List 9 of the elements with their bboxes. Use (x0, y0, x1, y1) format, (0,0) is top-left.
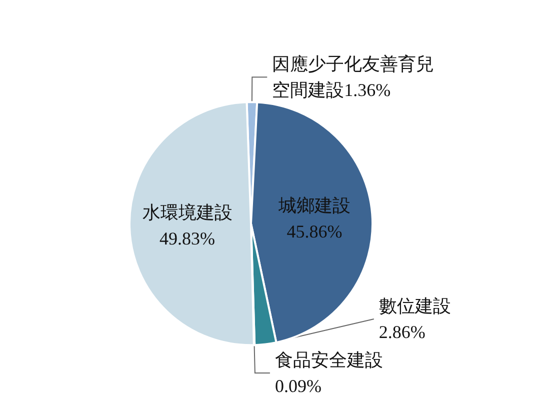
data-label: 49.83% (160, 228, 216, 248)
slice-label: 城鄉建設 (278, 196, 351, 216)
slice-label: 因應少子化友善育兒空間建設1.36% (272, 54, 434, 100)
slice-label: 食品安全建設 (274, 350, 383, 370)
data-label: 2.86% (378, 322, 426, 342)
data-label: 0.09% (274, 376, 322, 396)
data-label: 45.86% (286, 222, 342, 242)
slice-label: 水環境建設 (142, 202, 232, 222)
slice-label: 數位建設 (378, 296, 451, 316)
